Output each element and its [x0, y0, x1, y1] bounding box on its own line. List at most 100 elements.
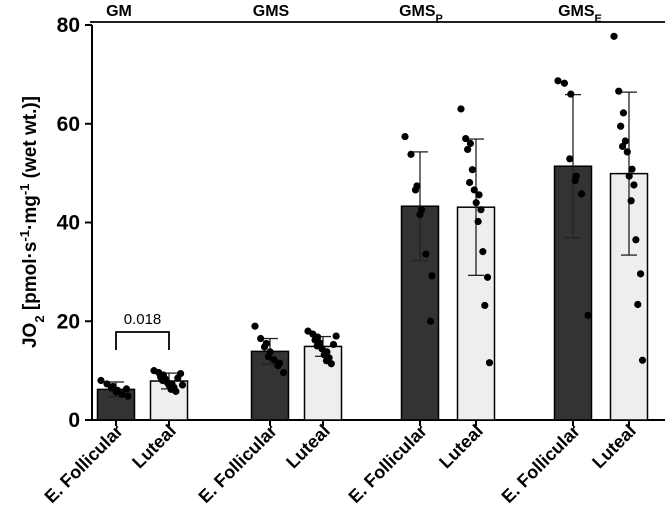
- data-point: [464, 145, 472, 154]
- data-point: [625, 172, 633, 180]
- group-label-subscript: P: [436, 13, 443, 25]
- data-point: [636, 270, 645, 278]
- data-point: [621, 137, 629, 145]
- group-labels: GM GMS GMSP GMSE: [106, 3, 602, 25]
- data-point: [97, 376, 105, 385]
- data-point: [560, 79, 569, 87]
- y-tick-label: 60: [57, 113, 80, 136]
- y-tick-label: 20: [57, 310, 80, 333]
- significance-annotation: 0.018: [115, 311, 170, 350]
- data-point: [264, 353, 272, 361]
- group-label: GMSP: [399, 3, 443, 25]
- data-point: [477, 206, 485, 214]
- data-point: [571, 176, 579, 185]
- group-label-main: GM: [106, 3, 132, 20]
- data-point: [407, 150, 415, 158]
- group-label: GM: [106, 3, 132, 20]
- data-point: [118, 390, 126, 398]
- data-point: [472, 199, 480, 207]
- group-label-main: GMS: [558, 3, 595, 20]
- data-point: [112, 388, 120, 396]
- data-point: [178, 381, 187, 389]
- data-point: [610, 32, 618, 40]
- data-point: [332, 332, 340, 340]
- data-point: [468, 166, 476, 174]
- y-label-part: (wet wt.)]: [20, 96, 41, 184]
- group-label: GMSE: [558, 3, 602, 25]
- data-point: [481, 301, 489, 310]
- y-tick-label: 0: [68, 409, 80, 432]
- data-point: [251, 322, 259, 330]
- x-tick-label: E. Follicular: [345, 421, 431, 507]
- data-point: [474, 217, 482, 226]
- data-point: [630, 181, 638, 189]
- data-point: [416, 211, 424, 219]
- group-label-subscript: E: [595, 13, 602, 25]
- data-point: [634, 300, 642, 309]
- data-point: [577, 190, 586, 198]
- data-point: [329, 340, 338, 349]
- data-point: [475, 191, 483, 199]
- data-point: [617, 122, 625, 130]
- y-label-part: ·mg: [20, 195, 41, 230]
- data-point: [619, 109, 628, 117]
- x-tick-label: E. Follicular: [195, 421, 281, 507]
- y-axis-label: JO2 [pmol·s-1·mg-1 (wet wt.)]: [17, 96, 47, 348]
- data-point: [122, 385, 131, 393]
- data-point: [566, 155, 574, 163]
- y-tick-label: 80: [57, 14, 80, 37]
- data-point: [618, 142, 627, 151]
- data-point: [638, 356, 647, 364]
- data-points: [97, 32, 647, 400]
- data-point: [279, 369, 288, 377]
- data-point: [457, 105, 465, 113]
- data-point: [632, 236, 640, 244]
- data-point: [470, 186, 478, 194]
- data-point: [567, 90, 575, 98]
- y-axis-ticks: 0 20 40 60 80: [57, 14, 92, 432]
- x-tick-label: Luteal: [282, 421, 334, 473]
- data-point: [485, 359, 494, 367]
- y-label-part: 2: [32, 315, 47, 322]
- data-point: [274, 362, 282, 370]
- data-point: [260, 343, 269, 351]
- x-tick-label: Luteal: [128, 421, 180, 473]
- data-point: [401, 132, 409, 141]
- data-point: [172, 387, 180, 395]
- data-point: [584, 311, 592, 319]
- data-point: [554, 77, 562, 85]
- data-point: [623, 148, 631, 156]
- data-point: [426, 317, 435, 325]
- data-point: [422, 250, 430, 258]
- x-tick-labels: E. Follicular Luteal E. Follicular Luteal E.…: [41, 420, 640, 507]
- x-tick-label: E. Follicular: [498, 421, 584, 507]
- data-point: [627, 197, 635, 205]
- y-label-part: JO: [20, 323, 41, 348]
- x-tick-label: Luteal: [435, 421, 487, 473]
- data-point: [615, 87, 623, 95]
- data-point: [628, 165, 636, 173]
- data-point: [327, 360, 335, 368]
- y-tick-label: 40: [57, 212, 80, 235]
- y-label-part: [pmol·s: [20, 242, 41, 316]
- data-point: [124, 392, 132, 400]
- data-point: [174, 374, 182, 382]
- data-point: [428, 272, 436, 280]
- bars: [96, 165, 649, 421]
- y-label-part: -1: [17, 184, 32, 196]
- data-point: [479, 248, 487, 256]
- data-point: [465, 178, 474, 187]
- data-point: [462, 134, 470, 143]
- p-value-label: 0.018: [124, 311, 162, 328]
- data-point: [270, 356, 278, 364]
- data-point: [257, 334, 265, 343]
- x-tick-label: E. Follicular: [41, 421, 127, 507]
- group-label: GMS: [253, 3, 290, 20]
- data-point: [483, 273, 492, 281]
- group-label-main: GMS: [253, 3, 290, 20]
- y-label-part: -1: [17, 230, 32, 242]
- x-tick-label: Luteal: [588, 421, 640, 473]
- data-point: [411, 186, 420, 194]
- data-point: [466, 139, 475, 148]
